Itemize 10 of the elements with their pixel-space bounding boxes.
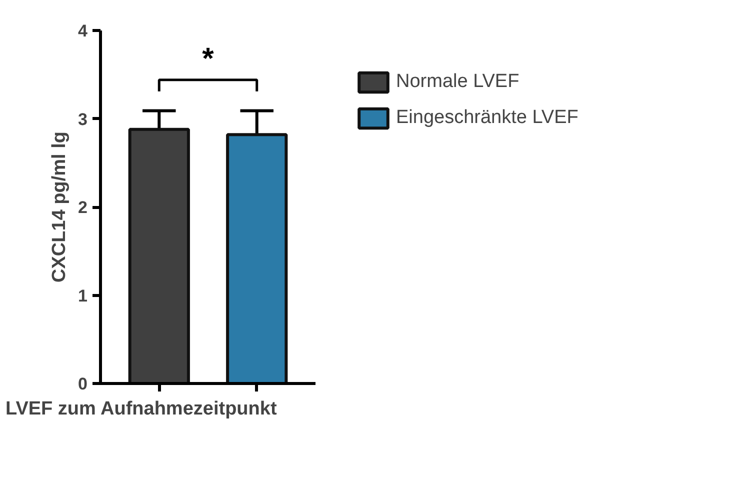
annotation: * — [202, 42, 214, 76]
legend-label: Normale LVEF — [396, 71, 520, 93]
y-tick-label: 0 — [78, 374, 88, 394]
y-axis-title: CXCL14 pg/ml lg — [49, 132, 70, 282]
legend-label: Eingeschränkte LVEF — [396, 107, 578, 129]
y-tick-label: 1 — [78, 286, 88, 306]
x-axis-title: LVEF zum Aufnahmezeitpunkt — [6, 398, 278, 420]
y-tick-label: 2 — [78, 198, 88, 217]
y-tick-label: 4 — [78, 22, 88, 40]
y-tick-label: 3 — [78, 110, 88, 129]
